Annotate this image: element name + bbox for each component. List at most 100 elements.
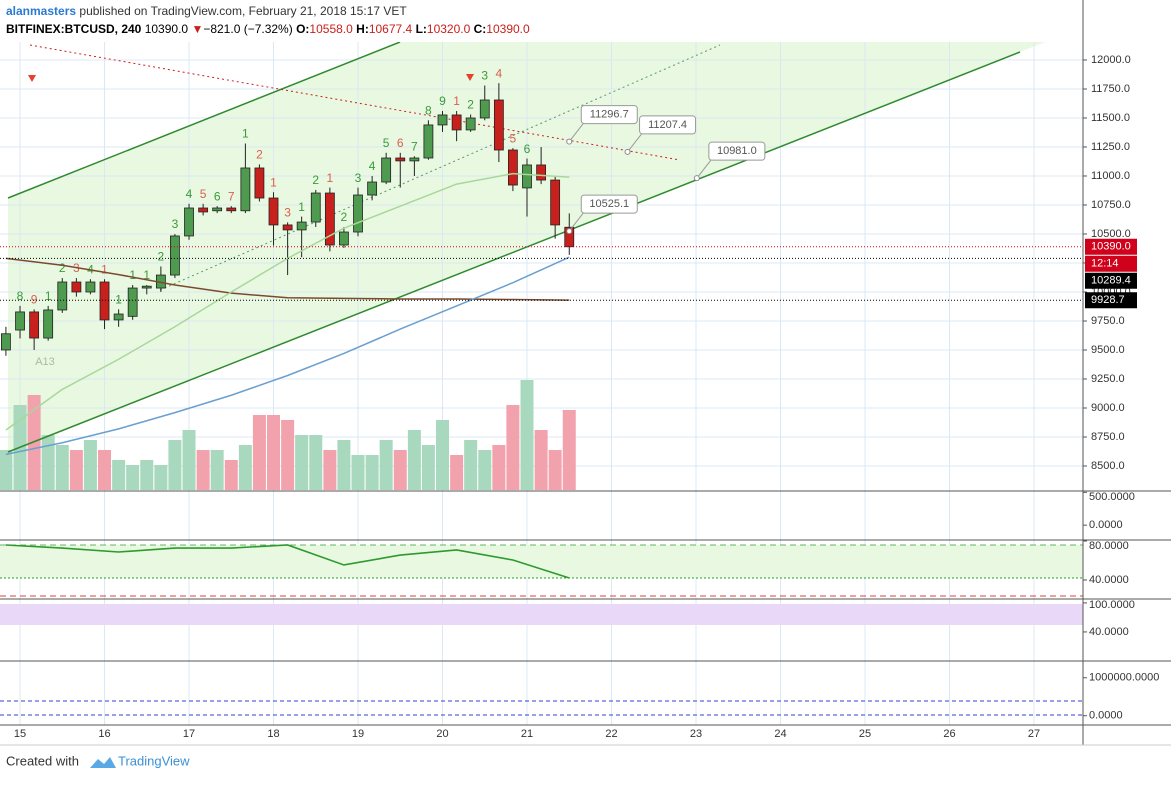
candle-body — [381, 157, 392, 183]
volume-bar — [210, 450, 224, 490]
callout-label: 10525.1 — [589, 198, 629, 210]
volume-bar — [154, 465, 168, 490]
td-count: 5 — [510, 131, 517, 145]
callout-anchor — [693, 175, 700, 182]
volume-bar — [464, 440, 478, 490]
volume-bar — [436, 420, 450, 490]
candle-body — [226, 207, 237, 212]
brand: TradingView — [118, 753, 190, 768]
price-label-box — [1085, 292, 1137, 309]
pane-tick-label: 1000000.0000 — [1089, 672, 1159, 684]
y-tick-label: 9500.0 — [1091, 344, 1125, 356]
created-with: Created with — [6, 753, 79, 768]
pane-tick-label: 100.0000 — [1089, 599, 1135, 611]
td-count: 3 — [355, 171, 362, 185]
volume-bar — [140, 460, 154, 490]
header-bg — [0, 0, 600, 40]
td-count: 8 — [17, 289, 24, 303]
callout-pointer — [568, 123, 584, 142]
td-count: 7 — [411, 139, 418, 153]
candle-body — [310, 192, 321, 223]
volume-bar — [351, 455, 365, 490]
td-count: 1 — [129, 268, 136, 282]
candle-body — [127, 287, 138, 317]
candle-body — [395, 157, 406, 162]
candle-body — [141, 285, 152, 289]
td-count: 1 — [298, 200, 305, 214]
x-tick-label: 20 — [436, 728, 448, 740]
price-label-box — [1085, 272, 1137, 289]
candle-body — [493, 99, 504, 151]
ohlc-line: BITFINEX:BTCUSD, 240 10390.0 ▼−821.0 (−7… — [6, 22, 530, 36]
td-count: 1 — [45, 289, 52, 303]
candle-body — [1, 333, 11, 351]
symbol: BITFINEX:BTCUSD, 240 — [6, 22, 142, 36]
candle-body — [268, 197, 279, 226]
y-tick-label: 12000.0 — [1091, 54, 1131, 66]
td-count: 4 — [369, 159, 376, 173]
td-count: 1 — [143, 268, 150, 282]
pane-tick-label: 500.0000 — [1089, 491, 1135, 503]
volume-bar — [506, 405, 520, 490]
candle-body — [43, 309, 54, 339]
callout-pointer — [696, 159, 712, 179]
td-count: 1 — [115, 293, 122, 307]
volume-bar — [337, 440, 351, 490]
candle-body — [296, 221, 307, 231]
arrow: ▼ — [191, 22, 203, 36]
price-label: 10289.4 — [1091, 275, 1131, 287]
candle-body — [113, 313, 124, 321]
td-count: 2 — [59, 261, 66, 275]
td-count: 9 — [439, 94, 446, 108]
volume-bar — [83, 440, 97, 490]
candle-body — [198, 207, 209, 213]
callout-label: 10981.0 — [717, 145, 757, 157]
l-label: L: — [416, 22, 427, 36]
channel-middle — [159, 44, 721, 291]
open: 10558.0 — [309, 22, 353, 36]
td-count: 1 — [270, 175, 277, 189]
candle-body — [85, 281, 96, 293]
candle-body — [479, 99, 490, 119]
moving-average — [5, 257, 570, 301]
volume-bar — [534, 430, 548, 490]
axes: 15 16 17 18 19 20 21 22 23 24 25 26 2712000.011750.0… — [14, 54, 1159, 740]
x-tick-label: 27 — [1028, 728, 1040, 740]
price-label: 10390.0 — [1091, 241, 1131, 253]
td-count: 3 — [284, 206, 291, 220]
y-tick-label: 8750.0 — [1091, 431, 1125, 443]
volume-bar — [393, 450, 407, 490]
close: 10390.0 — [486, 22, 530, 36]
callout-anchor — [566, 228, 573, 235]
callout-label: 11207.4 — [648, 119, 687, 131]
callout-pointer — [627, 133, 642, 153]
td-count: 3 — [172, 217, 179, 231]
marker — [28, 75, 36, 82]
x-tick-label: 17 — [183, 728, 195, 740]
volume-bar — [379, 440, 393, 490]
callout-anchor — [566, 138, 573, 145]
volume-bar — [126, 465, 140, 490]
volume-bar — [450, 455, 464, 490]
volume-bar — [562, 410, 576, 490]
volume-bar — [365, 455, 379, 490]
candle-body — [57, 281, 68, 311]
td-count: 3 — [481, 69, 488, 83]
x-tick-label: 16 — [98, 728, 110, 740]
x-tick-label: 25 — [859, 728, 871, 740]
candle-body — [367, 181, 378, 196]
annotation: A13 — [35, 356, 55, 368]
callout-box — [708, 141, 766, 161]
logo — [90, 757, 116, 768]
candle-body — [451, 114, 462, 131]
pane-tick-label: 0.0000 — [1089, 519, 1123, 531]
volume — [0, 380, 576, 490]
candle-body — [184, 207, 194, 237]
td-count: 1 — [101, 262, 108, 276]
o-label: O: — [296, 22, 309, 36]
h-label: H: — [356, 22, 369, 36]
callout-box — [580, 105, 638, 125]
td-count: 2 — [256, 148, 263, 162]
callout-box — [639, 115, 697, 135]
